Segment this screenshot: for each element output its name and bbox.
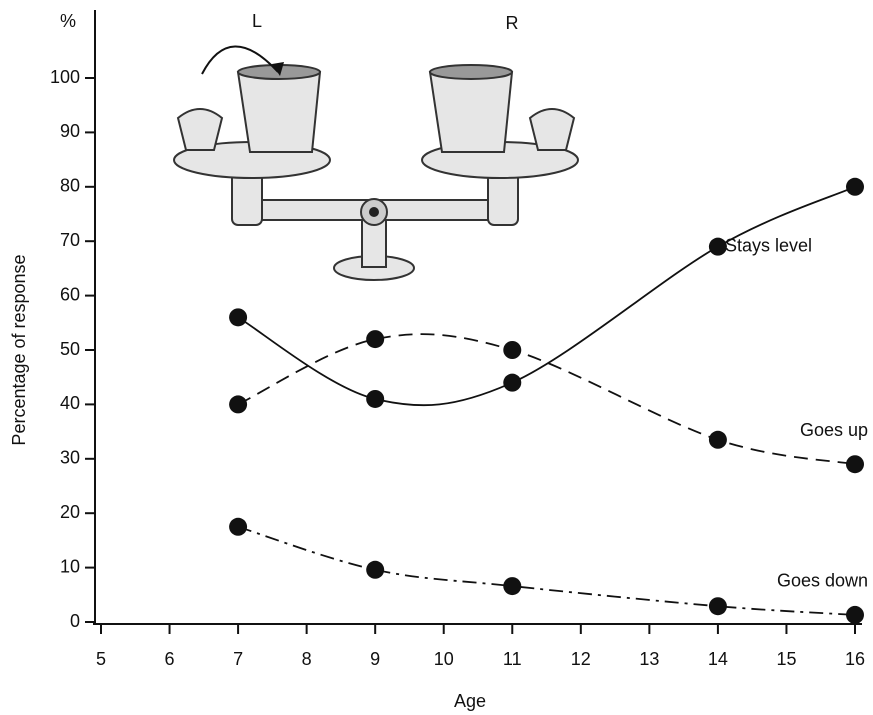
data-point: [846, 455, 864, 473]
y-tick-label: 60: [60, 284, 80, 304]
y-tick-label: 80: [60, 176, 80, 196]
x-tick-label: 5: [96, 649, 106, 669]
x-axis-label: Age: [454, 691, 486, 711]
y-tick-label: 20: [60, 502, 80, 522]
x-tick-label: 8: [302, 649, 312, 669]
data-point: [366, 330, 384, 348]
x-tick-label: 10: [434, 649, 454, 669]
series-label: Goes down: [777, 571, 868, 591]
x-tick-label: 14: [708, 649, 728, 669]
y-tick-label: 10: [60, 556, 80, 576]
series-line: [238, 527, 855, 615]
data-point: [229, 395, 247, 413]
x-tick-label: 13: [639, 649, 659, 669]
x-tick-label: 6: [165, 649, 175, 669]
y-unit-label: %: [60, 11, 76, 31]
chart: L R % Age Percentage of response 5 6 7 8 9 10…: [0, 0, 873, 715]
y-tick-label: 90: [60, 121, 80, 141]
balance-illustration: [174, 46, 578, 280]
illustration-label: R: [506, 13, 519, 33]
series-label: Goes up: [800, 420, 868, 440]
y-tick-label: 70: [60, 230, 80, 250]
data-point: [503, 577, 521, 595]
x-tick-label: 11: [503, 649, 522, 669]
x-tick-label: 12: [571, 649, 591, 669]
series-line: [238, 334, 855, 464]
y-tick-label: 100: [50, 67, 80, 87]
y-tick-label: 30: [60, 448, 80, 468]
data-point: [846, 178, 864, 196]
data-point: [503, 341, 521, 359]
x-tick-label: 15: [776, 649, 796, 669]
illustration-label: L: [252, 11, 262, 31]
x-tick-label: 9: [370, 649, 380, 669]
data-point: [709, 597, 727, 615]
data-point: [709, 431, 727, 449]
x-tick-label: 7: [233, 649, 243, 669]
y-tick-label: 50: [60, 339, 80, 359]
series-label: Stays level: [725, 235, 812, 255]
data-point: [846, 606, 864, 624]
data-point: [229, 518, 247, 536]
y-axis-label: Percentage of response: [9, 254, 29, 445]
y-tick-label: 0: [70, 611, 80, 631]
data-point: [503, 374, 521, 392]
x-tick-label: 16: [845, 649, 865, 669]
data-point: [229, 308, 247, 326]
y-tick-label: 40: [60, 393, 80, 413]
data-point: [366, 561, 384, 579]
data-point: [366, 390, 384, 408]
